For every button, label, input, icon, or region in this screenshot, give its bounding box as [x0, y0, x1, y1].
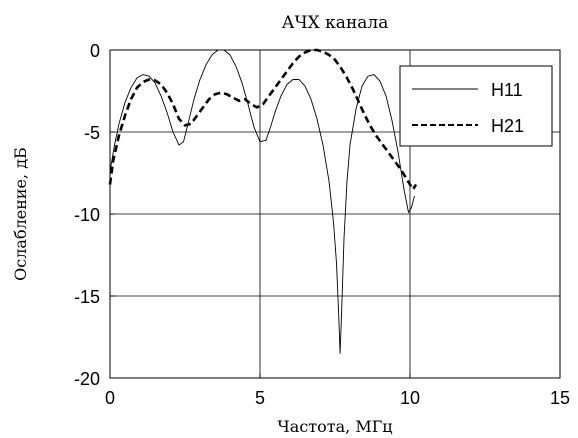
series-line-h21 [108, 48, 418, 191]
y-axis-label: Ослабление, дБ [11, 147, 30, 281]
legend: H11 H21 [399, 65, 553, 147]
x-tick-label: 0 [105, 388, 115, 408]
y-tick-label: -15 [74, 287, 100, 307]
x-tick-label: 10 [400, 388, 420, 408]
legend-box [399, 65, 553, 147]
y-tick-label: -20 [74, 369, 100, 389]
ticks: 0 5 10 15 0 -5 -10 -15 -20 [74, 41, 570, 408]
legend-label-h11: H11 [491, 80, 523, 100]
x-tick-label: 5 [255, 388, 265, 408]
y-tick-label: -10 [74, 205, 100, 225]
x-tick-label: 15 [550, 388, 570, 408]
legend-label-h21: H21 [491, 116, 524, 136]
x-axis-label: Частота, МГц [277, 417, 392, 436]
chart-title: АЧХ канала [282, 13, 389, 33]
series-layer [108, 48, 418, 354]
y-tick-label: -5 [84, 123, 100, 143]
y-tick-label: 0 [90, 41, 100, 61]
series-line-h11 [109, 49, 415, 354]
